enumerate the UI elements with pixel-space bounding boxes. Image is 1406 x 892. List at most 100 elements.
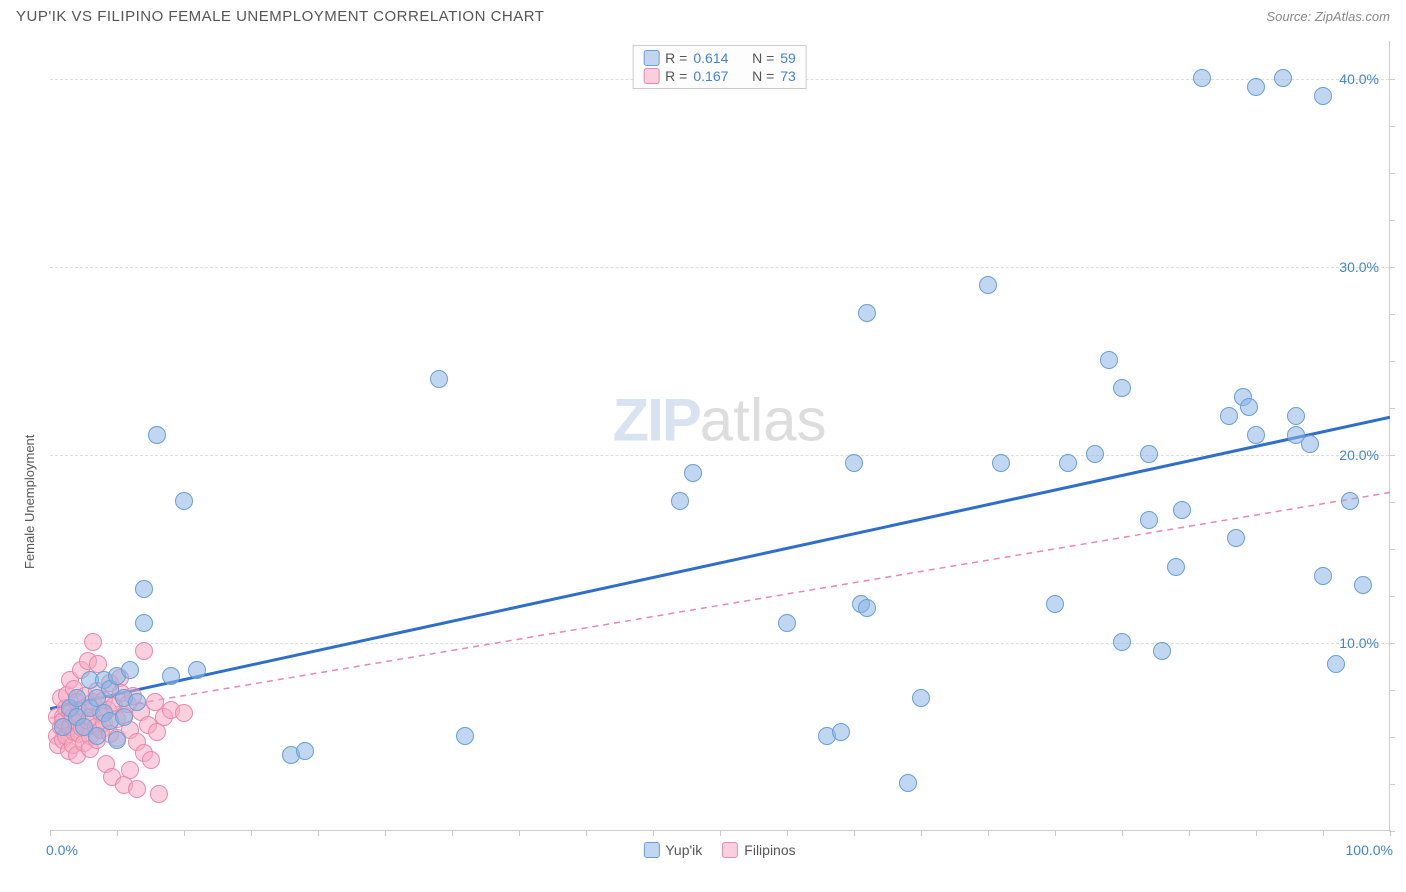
point-yupik bbox=[1341, 492, 1359, 510]
x-tick bbox=[519, 830, 520, 836]
point-yupik bbox=[684, 464, 702, 482]
watermark: ZIPatlas bbox=[612, 385, 826, 454]
stat-n-label: N = bbox=[752, 50, 774, 66]
point-yupik bbox=[845, 454, 863, 472]
point-yupik bbox=[1220, 407, 1238, 425]
point-yupik bbox=[858, 599, 876, 617]
point-yupik bbox=[430, 370, 448, 388]
legend-item-yupik: Yup'ik bbox=[643, 842, 702, 858]
stat-n-value: 73 bbox=[780, 68, 796, 84]
x-tick bbox=[787, 830, 788, 836]
y-tick-label: 20.0% bbox=[1339, 447, 1379, 463]
point-filipinos bbox=[128, 780, 146, 798]
gridline-h bbox=[50, 643, 1389, 644]
trend-filipinos bbox=[50, 492, 1390, 718]
x-tick bbox=[1189, 830, 1190, 836]
point-yupik bbox=[979, 276, 997, 294]
point-yupik bbox=[1167, 558, 1185, 576]
x-tick bbox=[1122, 830, 1123, 836]
point-yupik bbox=[135, 614, 153, 632]
x-tick bbox=[251, 830, 252, 836]
chart-title: YUP'IK VS FILIPINO FEMALE UNEMPLOYMENT C… bbox=[16, 8, 544, 25]
point-yupik bbox=[1354, 576, 1372, 594]
y-tick bbox=[1389, 643, 1395, 644]
x-tick bbox=[50, 830, 51, 836]
y-tick-label: 30.0% bbox=[1339, 259, 1379, 275]
point-yupik bbox=[1247, 426, 1265, 444]
chart-source: Source: ZipAtlas.com bbox=[1266, 9, 1390, 24]
swatch-yupik bbox=[643, 50, 659, 66]
point-yupik bbox=[1140, 511, 1158, 529]
point-yupik bbox=[992, 454, 1010, 472]
stats-row-filipinos: R = 0.167 N = 73 bbox=[643, 68, 796, 84]
x-tick bbox=[653, 830, 654, 836]
point-yupik bbox=[912, 689, 930, 707]
point-yupik bbox=[88, 727, 106, 745]
source-name: ZipAtlas.com bbox=[1315, 9, 1390, 24]
y-tick bbox=[1389, 314, 1395, 315]
point-yupik bbox=[1113, 379, 1131, 397]
x-tick bbox=[452, 830, 453, 836]
point-yupik bbox=[1247, 78, 1265, 96]
y-tick bbox=[1389, 126, 1395, 127]
x-tick bbox=[117, 830, 118, 836]
stat-r-value: 0.614 bbox=[693, 50, 728, 66]
y-tick bbox=[1389, 220, 1395, 221]
point-yupik bbox=[128, 693, 146, 711]
gridline-h bbox=[50, 455, 1389, 456]
point-filipinos bbox=[142, 751, 160, 769]
x-tick bbox=[854, 830, 855, 836]
y-tick bbox=[1389, 267, 1395, 268]
y-tick bbox=[1389, 596, 1395, 597]
point-yupik bbox=[1113, 633, 1131, 651]
x-max-label: 100.0% bbox=[1346, 842, 1393, 858]
y-tick bbox=[1389, 784, 1395, 785]
point-yupik bbox=[1227, 529, 1245, 547]
stat-r-value: 0.167 bbox=[693, 68, 728, 84]
series-legend: Yup'ik Filipinos bbox=[643, 842, 795, 858]
x-tick bbox=[586, 830, 587, 836]
point-yupik bbox=[1327, 655, 1345, 673]
y-tick bbox=[1389, 173, 1395, 174]
y-tick bbox=[1389, 737, 1395, 738]
point-yupik bbox=[778, 614, 796, 632]
point-yupik bbox=[858, 304, 876, 322]
point-yupik bbox=[175, 492, 193, 510]
point-yupik bbox=[456, 727, 474, 745]
legend-swatch-yupik bbox=[643, 842, 659, 858]
point-filipinos bbox=[175, 704, 193, 722]
point-yupik bbox=[1153, 642, 1171, 660]
point-filipinos bbox=[150, 785, 168, 803]
point-filipinos bbox=[84, 633, 102, 651]
x-min-label: 0.0% bbox=[46, 842, 78, 858]
trend-yupik bbox=[50, 417, 1390, 709]
source-prefix: Source: bbox=[1266, 9, 1314, 24]
chart-container: Female Unemployment 10.0% 20.0% 30.0% 40.0%… bbox=[0, 29, 1406, 879]
y-tick-label: 40.0% bbox=[1339, 71, 1379, 87]
point-yupik bbox=[1086, 445, 1104, 463]
point-yupik bbox=[162, 667, 180, 685]
y-tick-label: 10.0% bbox=[1339, 635, 1379, 651]
x-tick bbox=[720, 830, 721, 836]
point-yupik bbox=[899, 774, 917, 792]
y-tick bbox=[1389, 831, 1395, 832]
legend-item-filipinos: Filipinos bbox=[722, 842, 795, 858]
point-filipinos bbox=[121, 761, 139, 779]
x-tick bbox=[1256, 830, 1257, 836]
point-yupik bbox=[1193, 69, 1211, 87]
trend-lines bbox=[50, 41, 1390, 831]
x-tick bbox=[385, 830, 386, 836]
x-tick bbox=[921, 830, 922, 836]
point-yupik bbox=[1059, 454, 1077, 472]
x-tick bbox=[1055, 830, 1056, 836]
stats-legend: R = 0.614 N = 59R = 0.167 N = 73 bbox=[632, 45, 807, 89]
point-yupik bbox=[1274, 69, 1292, 87]
point-yupik bbox=[1314, 567, 1332, 585]
stat-r-label: R = bbox=[665, 68, 687, 84]
y-axis-label: Female Unemployment bbox=[22, 435, 37, 569]
point-yupik bbox=[148, 426, 166, 444]
point-yupik bbox=[1173, 501, 1191, 519]
legend-swatch-filipinos bbox=[722, 842, 738, 858]
y-tick bbox=[1389, 455, 1395, 456]
point-yupik bbox=[121, 661, 139, 679]
